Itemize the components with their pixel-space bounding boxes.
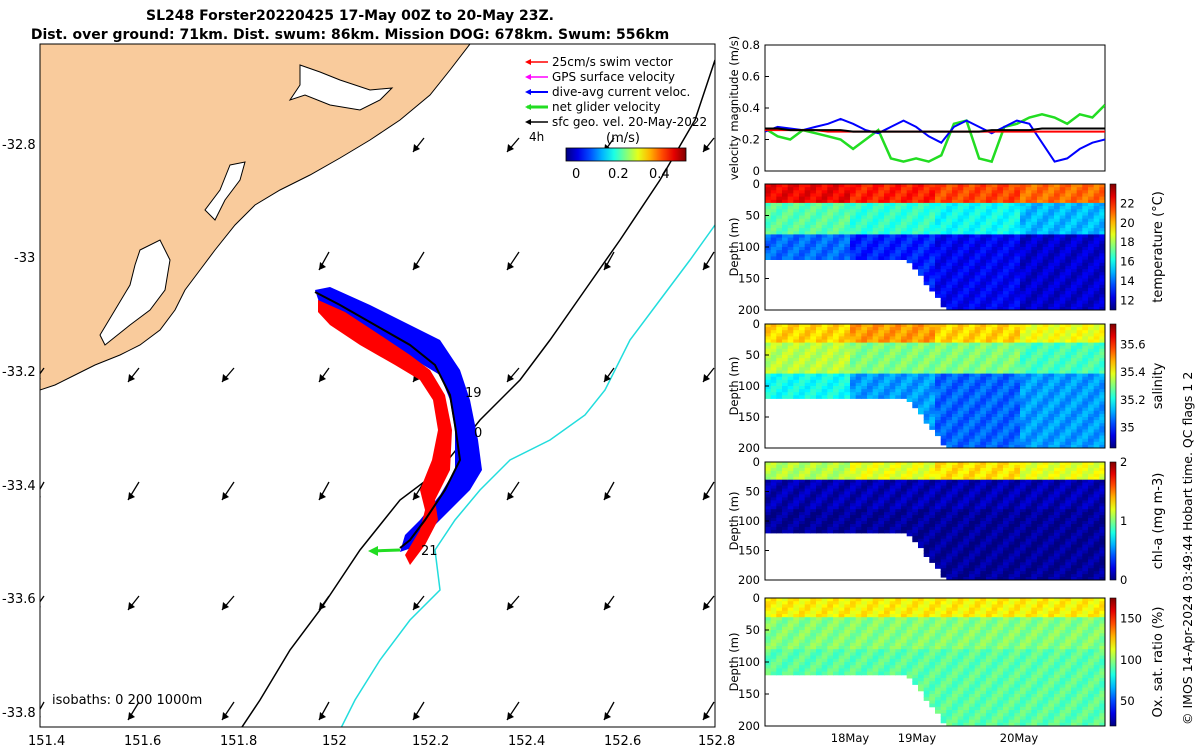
lat-tick: -33 [14, 251, 35, 266]
colorbar-label: (m/s) [606, 131, 640, 146]
legend-dive-avg: dive-avg current veloc. [552, 85, 690, 99]
lon-tick: 152.8 [698, 734, 735, 749]
legend-geo-velocity: sfc geo. vel. 20-May-2022 [552, 115, 707, 129]
lon-tick: 151.6 [124, 734, 161, 749]
legend-net-glider: net glider velocity [552, 100, 660, 114]
lat-tick: -33.4 [2, 479, 36, 494]
lon-tick: 151.8 [220, 734, 257, 749]
legend-gps-velocity: GPS surface velocity [552, 70, 675, 84]
lon-tick: 152.2 [412, 734, 449, 749]
track-label-21: 21 [421, 544, 438, 559]
colorbar-tick: 0.2 [608, 167, 629, 182]
time-label: 4h [529, 130, 544, 144]
lat-tick: -33.6 [2, 592, 36, 607]
lon-tick: 152 [322, 734, 347, 749]
isobaths-label: isobaths: 0 200 1000m [52, 693, 202, 708]
lat-tick: -33.2 [2, 365, 36, 380]
map-colorbar [565, 147, 687, 162]
lon-tick: 152.4 [508, 734, 545, 749]
lat-tick: -33.8 [2, 706, 36, 721]
lat-tick: -32.8 [2, 138, 36, 153]
legend-swim-vector: 25cm/s swim vector [552, 55, 673, 69]
colorbar-tick: 0 [572, 167, 580, 182]
lon-tick: 151.4 [28, 734, 65, 749]
track-label-0: 0 [474, 426, 482, 441]
credit-text: © IMOS 14-Apr-2024 03:49:44 Hobart time.… [1180, 371, 1195, 725]
track-label-19: 19 [465, 386, 482, 401]
colorbar-tick: 0.4 [649, 167, 670, 182]
lon-tick: 152.6 [604, 734, 641, 749]
